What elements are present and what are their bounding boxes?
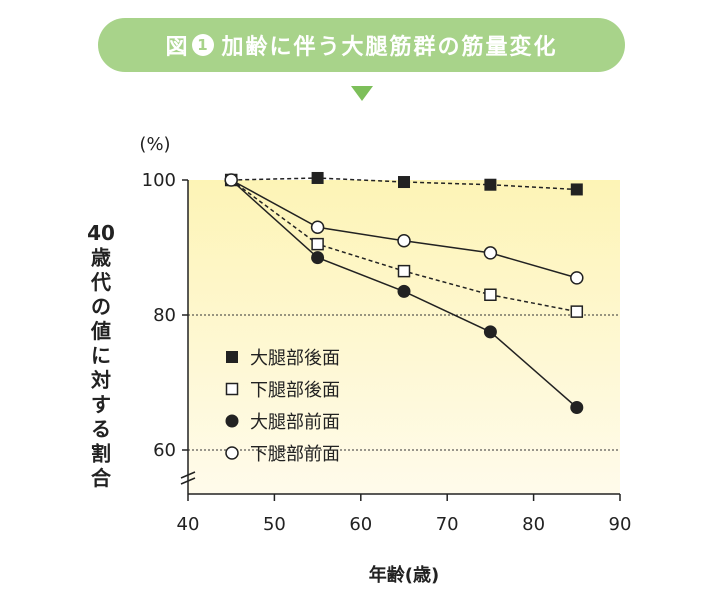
y-axis-label-char: 代 <box>90 270 111 294</box>
legend-label-1: 下腿部後面 <box>250 380 340 401</box>
y-axis-label-char: す <box>91 393 111 417</box>
y-axis-label-char: 40 <box>87 221 115 245</box>
x-tick-label-70: 70 <box>436 514 459 535</box>
y-axis-label-char: 歳 <box>91 246 111 270</box>
title-prefix: 図 <box>165 35 190 60</box>
y-tick-label-80: 80 <box>153 305 176 326</box>
data-point-series-0 <box>311 171 324 184</box>
series-line-0 <box>231 177 577 191</box>
x-axis-label: 年齢(歳) <box>369 564 439 586</box>
y-axis-label-char: に <box>91 344 111 368</box>
data-point-series-0 <box>484 178 497 191</box>
data-point-series-2 <box>311 251 325 265</box>
data-point-series-3 <box>310 220 325 234</box>
y-axis-label-char: の <box>91 295 111 319</box>
data-point-series-2 <box>483 325 497 339</box>
legend-marker-1 <box>225 382 239 396</box>
axis-break-mark <box>180 477 196 485</box>
chart-title: 加齢に伴う大腿筋群の筋量変化 <box>221 35 558 60</box>
data-point-series-1 <box>397 264 411 278</box>
data-point-series-2 <box>570 400 584 414</box>
data-point-series-3 <box>483 246 498 260</box>
data-point-series-0 <box>398 176 410 189</box>
data-point-series-1 <box>570 305 584 318</box>
plot-background <box>188 180 620 494</box>
x-tick-label-60: 60 <box>349 514 372 535</box>
x-tick-label-50: 50 <box>263 514 286 535</box>
y-axis-label-char: 合 <box>91 466 112 490</box>
chart-title-banner: 図 1 加齢に伴う大腿筋群の筋量変化 <box>98 18 625 72</box>
y-unit-label: (%) <box>139 134 170 155</box>
data-point-series-2 <box>397 284 411 298</box>
legend-label-3: 下腿部前面 <box>250 444 340 465</box>
legend-marker-2 <box>225 414 239 428</box>
legend-label-0: 大腿部後面 <box>250 348 340 369</box>
axis-break-mark <box>180 471 196 479</box>
y-tick-label-60: 60 <box>153 440 176 461</box>
data-point-series-3 <box>224 173 238 187</box>
figure-number-badge: 1 <box>191 34 214 56</box>
x-tick-label-40: 40 <box>177 514 200 535</box>
y-axis-label-char: 対 <box>90 368 111 392</box>
legend-marker-0 <box>226 351 238 363</box>
y-tick-label-100: 100 <box>142 170 176 191</box>
y-axis-label-char: る <box>91 417 111 441</box>
legend-label-2: 大腿部前面 <box>250 412 340 433</box>
data-point-series-3 <box>397 234 411 248</box>
data-point-series-0 <box>570 183 583 196</box>
x-tick-label-90: 90 <box>609 514 632 535</box>
data-point-series-3 <box>570 271 584 285</box>
data-point-series-1 <box>311 237 324 251</box>
x-tick-label-80: 80 <box>522 514 545 535</box>
y-axis-label-char: 値 <box>90 319 111 343</box>
data-point-series-1 <box>484 288 497 301</box>
legend-marker-3 <box>225 446 239 460</box>
down-arrow-icon <box>351 86 373 101</box>
y-axis-label-char: 割 <box>91 442 111 466</box>
